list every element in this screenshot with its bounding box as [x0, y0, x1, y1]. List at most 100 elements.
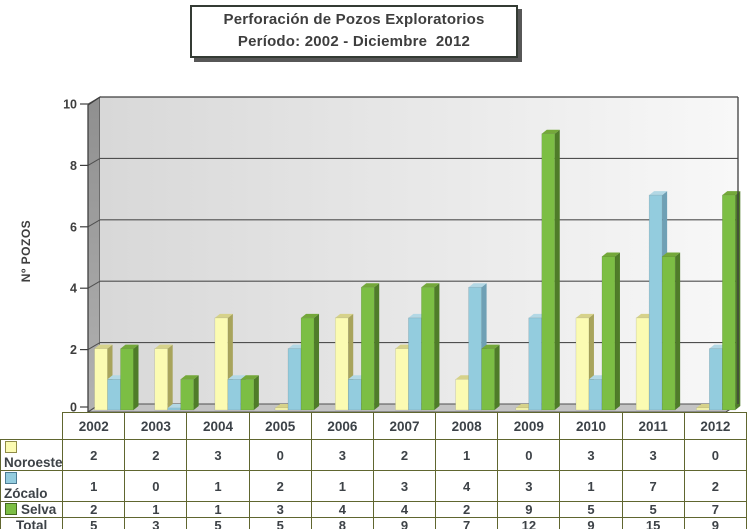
total-2011: 15: [621, 517, 685, 529]
bar-zócalo-2010: [588, 379, 603, 411]
legend-swatch-noroeste: [5, 441, 17, 453]
bar-selva-2009-top: [541, 129, 560, 134]
bar-selva-2005-side: [314, 313, 320, 410]
value-zócalo-2005: 2: [248, 470, 312, 502]
bar-selva-2011: [661, 256, 676, 411]
value-noroeste-2004: 3: [186, 439, 250, 471]
bar-selva-2011-side: [675, 252, 681, 410]
value-noroeste-2007: 2: [372, 439, 437, 471]
value-zócalo-2008: 4: [435, 470, 499, 502]
year-header-2009: 2009: [497, 412, 561, 440]
bar-selva-2007-top: [421, 283, 440, 288]
value-zócalo-2010: 1: [559, 470, 623, 502]
gridline-connector: [87, 157, 101, 166]
bar-selva-2010-side: [614, 252, 620, 410]
bar-selva-2004: [240, 379, 255, 411]
year-header-2008: 2008: [435, 412, 499, 440]
year-header-2010: 2010: [559, 412, 623, 440]
bar-selva-2009-side: [554, 129, 560, 410]
bar-zócalo-2003: [167, 407, 181, 411]
value-selva-2006: 4: [310, 501, 374, 518]
bar-selva-2008-top: [481, 344, 500, 349]
value-selva-2003: 1: [124, 501, 188, 518]
bar-selva-2005-top: [301, 313, 320, 318]
bar-selva-2005: [300, 317, 315, 411]
value-selva-2012: 7: [683, 501, 747, 518]
year-header-2002: 2002: [62, 412, 126, 440]
bar-selva-2012-top: [722, 191, 741, 196]
bar-selva-2002: [120, 348, 134, 411]
bar-noroeste-2010: [575, 317, 590, 411]
bar-selva-2002-top: [120, 344, 139, 349]
bar-noroeste-2006-top: [335, 313, 354, 318]
table-year-row: 2002 2003 2004 2005 2006 2007 2008 2009 2010 2011…: [0, 412, 747, 440]
value-zócalo-2007: 3: [372, 470, 437, 502]
value-noroeste-2002: 2: [62, 439, 126, 471]
total-row-label: Total: [0, 517, 64, 529]
value-noroeste-2011: 3: [621, 439, 685, 471]
bar-selva-2010-top: [601, 252, 620, 257]
legend-text-selva: Selva: [21, 502, 57, 517]
total-2003: 3: [124, 517, 188, 529]
bar-selva-2010: [601, 256, 616, 411]
bar-chart-canvas: 0 2 4 6 8 10: [63, 96, 741, 412]
value-selva-2008: 2: [435, 501, 499, 518]
y-tick-label: 8: [70, 159, 77, 173]
bar-selva-2002-side: [133, 344, 139, 410]
value-zócalo-2003: 0: [124, 470, 188, 502]
total-2008: 7: [435, 517, 499, 529]
bar-noroeste-2003: [154, 348, 168, 411]
bar-zócalo-2008-top: [468, 283, 487, 288]
y-tick-label: 2: [70, 343, 77, 357]
bar-selva-2006: [360, 286, 375, 411]
bar-selva-2007-side: [434, 283, 440, 410]
value-zócalo-2012: 2: [683, 470, 747, 502]
table-corner-cell: [0, 412, 64, 440]
year-header-2006: 2006: [310, 412, 374, 440]
year-header-2005: 2005: [248, 412, 312, 440]
value-zócalo-2009: 3: [497, 470, 561, 502]
value-noroeste-2009: 0: [497, 439, 561, 471]
bar-noroeste-2003-top: [154, 344, 173, 349]
bar-zócalo-2011-top: [649, 191, 668, 196]
chart-data-table: 2002 2003 2004 2005 2006 2007 2008 2009 2010 2011…: [0, 412, 747, 529]
value-zócalo-2011: 7: [621, 470, 685, 502]
total-2012: 9: [683, 517, 747, 529]
bar-zócalo-2002: [107, 379, 121, 411]
bar-selva-2012: [722, 194, 736, 411]
chart-title-box: Perforación de Pozos Exploratorios Perío…: [190, 5, 518, 58]
legend-label-noroeste: Noroeste: [0, 439, 64, 471]
bar-selva-2006-side: [374, 283, 380, 410]
total-2009: 12: [497, 517, 561, 529]
y-tick-label: 10: [63, 98, 77, 112]
bar-noroeste-2006: [334, 317, 349, 411]
series-row-noroeste: Noroeste 2 2 3 0 3 2 1 0 3 3 0: [0, 439, 747, 471]
y-tick-label: 4: [70, 282, 77, 296]
gridline-connector: [87, 342, 101, 351]
total-2002: 5: [62, 517, 126, 529]
value-selva-2004: 1: [186, 501, 250, 518]
bar-noroeste-2002-top: [94, 344, 113, 349]
legend-swatch-selva: [5, 503, 17, 515]
value-noroeste-2012: 0: [683, 439, 747, 471]
series-row-zócalo: Zócalo 1 0 1 2 1 3 4 3 1 7 2: [0, 470, 747, 502]
plot-area: 0 2 4 6 8 10: [63, 96, 741, 412]
value-zócalo-2002: 1: [62, 470, 126, 502]
year-header-2004: 2004: [186, 412, 250, 440]
chart-title-line1: Perforación de Pozos Exploratorios: [223, 11, 485, 28]
value-selva-2009: 9: [497, 501, 561, 518]
legend-label-zócalo: Zócalo: [0, 470, 64, 502]
total-2004: 5: [186, 517, 250, 529]
bar-noroeste-2002: [94, 348, 108, 411]
bar-noroeste-2008: [455, 379, 469, 411]
bar-zócalo-2011: [648, 194, 663, 411]
value-zócalo-2006: 1: [310, 470, 374, 502]
bar-zócalo-2004: [227, 379, 242, 411]
total-2010: 9: [559, 517, 623, 529]
bar-selva-2008: [481, 348, 495, 411]
value-selva-2011: 5: [621, 501, 685, 518]
year-header-2011: 2011: [621, 412, 685, 440]
value-selva-2010: 5: [559, 501, 623, 518]
bar-zócalo-2008: [468, 286, 482, 411]
bar-noroeste-2004-top: [214, 313, 233, 318]
